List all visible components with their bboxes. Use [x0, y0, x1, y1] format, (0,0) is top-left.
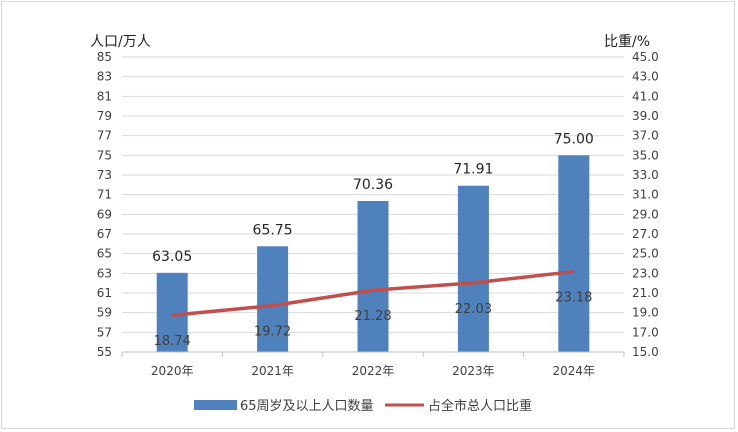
legend: 65周岁及以上人口数量 占全市总人口比重: [194, 398, 532, 414]
x-axis: 2020年 2021年 2022年 2023年 2024年: [121, 351, 625, 378]
right-tick-label: 37.0: [632, 129, 659, 143]
left-tick-label: 69: [97, 207, 112, 221]
line-value-label: 21.28: [354, 309, 391, 324]
bar: [257, 246, 289, 352]
x-tick-label: 2022年: [352, 364, 395, 378]
right-tick-label: 17.0: [632, 325, 659, 339]
line-value-label: 23.18: [555, 291, 592, 306]
left-tick-label: 73: [97, 168, 112, 182]
left-tick-label: 59: [97, 306, 112, 320]
right-axis-title: 比重/%: [604, 34, 650, 50]
right-tick-label: 19.0: [632, 306, 659, 320]
bar-value-label: 75.00: [554, 131, 594, 147]
right-tick-label: 31.0: [632, 188, 659, 202]
line-value-label: 19.72: [254, 325, 291, 340]
left-tick-label: 63: [97, 266, 112, 280]
x-tick-label: 2023年: [452, 364, 495, 378]
x-tick-label: 2024年: [553, 364, 596, 378]
legend-bar-label: 65周岁及以上人口数量: [240, 399, 374, 414]
bar-value-label: 63.05: [152, 249, 192, 265]
right-tick-label: 45.0: [632, 50, 659, 64]
right-tick-label: 25.0: [632, 247, 659, 261]
left-tick-label: 55: [97, 345, 112, 359]
bar: [558, 155, 590, 352]
right-tick-label: 27.0: [632, 227, 659, 241]
right-axis: 15.0 17.0 19.0 21.0 23.0 25.0 27.0 29.0 31.0 33.0…: [632, 50, 659, 359]
right-tick-label: 15.0: [632, 345, 659, 359]
left-tick-label: 83: [97, 70, 112, 84]
right-tick-label: 29.0: [632, 207, 659, 221]
bar-value-label: 71.91: [453, 162, 493, 178]
bar: [156, 272, 188, 352]
bar: [457, 185, 489, 352]
legend-line-label: 占全市总人口比重: [428, 398, 532, 414]
line-series: [172, 269, 574, 317]
x-tick-label: 2020年: [151, 364, 194, 378]
x-tick-label: 2021年: [251, 364, 294, 378]
line-value-label: 22.03: [455, 302, 492, 317]
line-value-label: 18.74: [154, 334, 191, 349]
right-tick-label: 39.0: [632, 109, 659, 123]
left-axis: 55 57 59 61 63 65 67 69 71 73 75 77 79 81 83 85: [97, 50, 112, 359]
left-tick-label: 67: [97, 227, 112, 241]
left-tick-label: 61: [97, 286, 112, 300]
bar-value-label: 70.36: [353, 177, 393, 193]
data-labels: 63.05 65.75 70.36 71.91 75.00 18.74 19.72 21.28…: [152, 131, 594, 349]
left-tick-label: 85: [97, 50, 112, 64]
right-tick-label: 43.0: [632, 70, 659, 84]
right-tick-label: 23.0: [632, 266, 659, 280]
right-tick-label: 35.0: [632, 148, 659, 162]
left-tick-label: 71: [97, 188, 112, 202]
bar-value-label: 65.75: [253, 222, 293, 238]
left-tick-label: 75: [97, 148, 112, 162]
bar: [357, 200, 389, 352]
left-tick-label: 81: [97, 89, 112, 103]
left-axis-title: 人口/万人: [90, 34, 151, 50]
right-tick-label: 21.0: [632, 286, 659, 300]
left-tick-label: 65: [97, 247, 112, 261]
right-tick-label: 41.0: [632, 89, 659, 103]
right-tick-label: 33.0: [632, 168, 659, 182]
left-tick-label: 79: [97, 109, 112, 123]
left-tick-label: 77: [97, 129, 112, 143]
left-tick-label: 57: [97, 325, 112, 339]
bar-series: [156, 155, 590, 352]
legend-bar-swatch: [194, 400, 237, 410]
